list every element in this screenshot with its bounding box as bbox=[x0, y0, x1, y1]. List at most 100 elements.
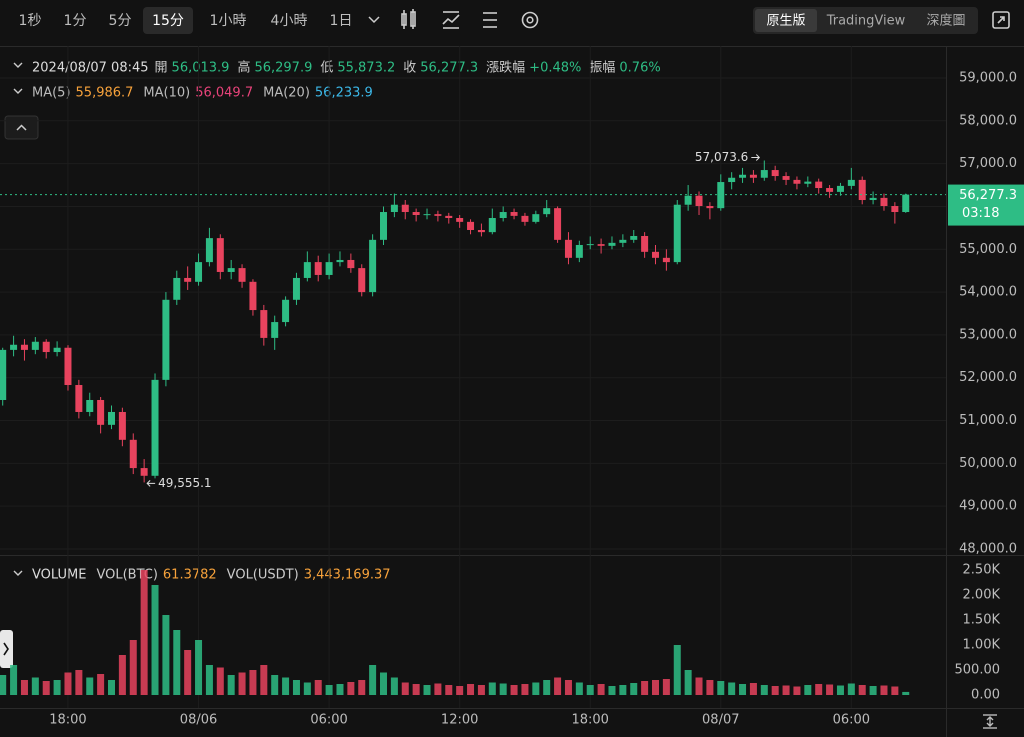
volume-bar bbox=[847, 683, 855, 695]
candle-body bbox=[488, 218, 496, 233]
indicator-icon[interactable] bbox=[442, 11, 460, 29]
volume-bar bbox=[826, 684, 834, 695]
volume-tick-label: 500.00 bbox=[955, 663, 1001, 678]
candle-body bbox=[564, 239, 572, 258]
volume-bar bbox=[902, 691, 910, 695]
candle-body bbox=[64, 347, 72, 386]
collapse-button[interactable] bbox=[4, 115, 39, 140]
volume-bar bbox=[891, 686, 899, 695]
candle-body bbox=[184, 277, 192, 282]
candle-body bbox=[380, 212, 387, 240]
volume-bar bbox=[586, 685, 594, 695]
interval-button[interactable]: 15分 bbox=[152, 13, 184, 29]
candle-body bbox=[477, 229, 485, 233]
ma-label: MA(20) bbox=[263, 86, 310, 101]
interval-button[interactable]: 1小時 bbox=[210, 13, 247, 29]
candle-body bbox=[423, 214, 431, 216]
volume-bar bbox=[510, 685, 518, 695]
volume-bar bbox=[695, 677, 703, 695]
volume-bar bbox=[543, 680, 551, 695]
side-tab[interactable] bbox=[0, 630, 13, 668]
volume-bar bbox=[652, 680, 659, 695]
volume-bar bbox=[260, 665, 268, 695]
info-label: 高 bbox=[237, 60, 250, 76]
volume-tick-label: 1.00K bbox=[963, 638, 1001, 653]
volume-bar bbox=[456, 686, 464, 695]
candle-body bbox=[869, 197, 877, 201]
volume-bar bbox=[173, 630, 181, 695]
candle-body bbox=[336, 259, 344, 263]
volume-bar bbox=[804, 685, 812, 695]
volume-bar bbox=[118, 655, 126, 695]
volume-bar bbox=[717, 681, 725, 695]
drawing-icon[interactable] bbox=[483, 12, 497, 28]
volume-bar bbox=[53, 680, 61, 695]
candle-body bbox=[118, 411, 126, 440]
info-value: 56,277.3 bbox=[420, 61, 478, 76]
fullscreen-icon[interactable] bbox=[992, 11, 1010, 29]
legend-toggles[interactable] bbox=[13, 62, 23, 576]
volume-bar bbox=[630, 683, 638, 695]
more-intervals[interactable] bbox=[368, 16, 380, 24]
volume-bar bbox=[336, 684, 344, 695]
volume-bar bbox=[815, 684, 823, 695]
candle-body bbox=[347, 259, 355, 269]
volume-label: VOL(BTC) bbox=[96, 568, 157, 583]
candle-body bbox=[86, 399, 94, 412]
candle-body bbox=[847, 179, 855, 186]
candle-body bbox=[521, 215, 529, 222]
candle-body bbox=[314, 262, 322, 275]
candle-body bbox=[282, 299, 290, 323]
candle-body bbox=[902, 194, 910, 213]
y-tick-label: 51,000.0 bbox=[959, 413, 1017, 428]
info-label: 開 bbox=[155, 61, 168, 76]
y-tick-label: 58,000.0 bbox=[959, 113, 1017, 128]
volume-bar bbox=[467, 684, 475, 695]
volume-bar bbox=[390, 677, 398, 695]
candle-body bbox=[608, 242, 616, 246]
candle-body bbox=[369, 239, 377, 293]
candle-body bbox=[554, 208, 562, 240]
axis-reset-icon[interactable] bbox=[983, 714, 997, 729]
info-value: 56,297.9 bbox=[254, 61, 312, 76]
high-annotation: 57,073.6 bbox=[695, 150, 748, 164]
volume-bar bbox=[793, 686, 801, 695]
candle-body bbox=[575, 244, 583, 258]
volume-bar bbox=[184, 650, 192, 695]
info-label: 漲跌幅 bbox=[486, 60, 525, 76]
candle-body bbox=[129, 439, 137, 469]
volume-bar bbox=[749, 683, 757, 695]
ma-label: MA(10) bbox=[143, 86, 190, 101]
interval-button[interactable]: 1日 bbox=[330, 13, 353, 29]
view-button[interactable]: 原生版 bbox=[766, 14, 805, 29]
candle-body bbox=[891, 206, 899, 213]
view-button[interactable]: 深度圖 bbox=[926, 13, 965, 29]
settings-icon[interactable] bbox=[521, 11, 539, 29]
volume-tick-label: 2.50K bbox=[963, 563, 1001, 578]
interval-button[interactable]: 1秒 bbox=[19, 13, 42, 29]
candle-body bbox=[108, 411, 115, 425]
interval-button[interactable]: 5分 bbox=[109, 13, 132, 29]
candle-body bbox=[434, 214, 442, 216]
volume-bar bbox=[10, 665, 18, 695]
candle-body bbox=[303, 262, 311, 278]
volume-bar bbox=[75, 670, 83, 695]
candle-body bbox=[662, 257, 670, 263]
candle-body bbox=[858, 179, 866, 201]
y-tick-label: 48,000.0 bbox=[959, 542, 1017, 557]
view-button[interactable]: TradingView bbox=[826, 14, 906, 29]
interval-button[interactable]: 1分 bbox=[64, 13, 87, 29]
candle-body bbox=[53, 347, 61, 353]
candle-body bbox=[739, 174, 747, 178]
candle-type-icon[interactable] bbox=[401, 9, 416, 29]
volume-bar bbox=[641, 681, 649, 695]
candle-body bbox=[20, 344, 28, 350]
ma-value: 55,986.7 bbox=[76, 86, 134, 101]
candle-body bbox=[836, 185, 844, 192]
interval-button[interactable]: 4小時 bbox=[271, 13, 308, 29]
y-tick-label: 49,000.0 bbox=[959, 499, 1017, 514]
candle-body bbox=[532, 214, 540, 222]
